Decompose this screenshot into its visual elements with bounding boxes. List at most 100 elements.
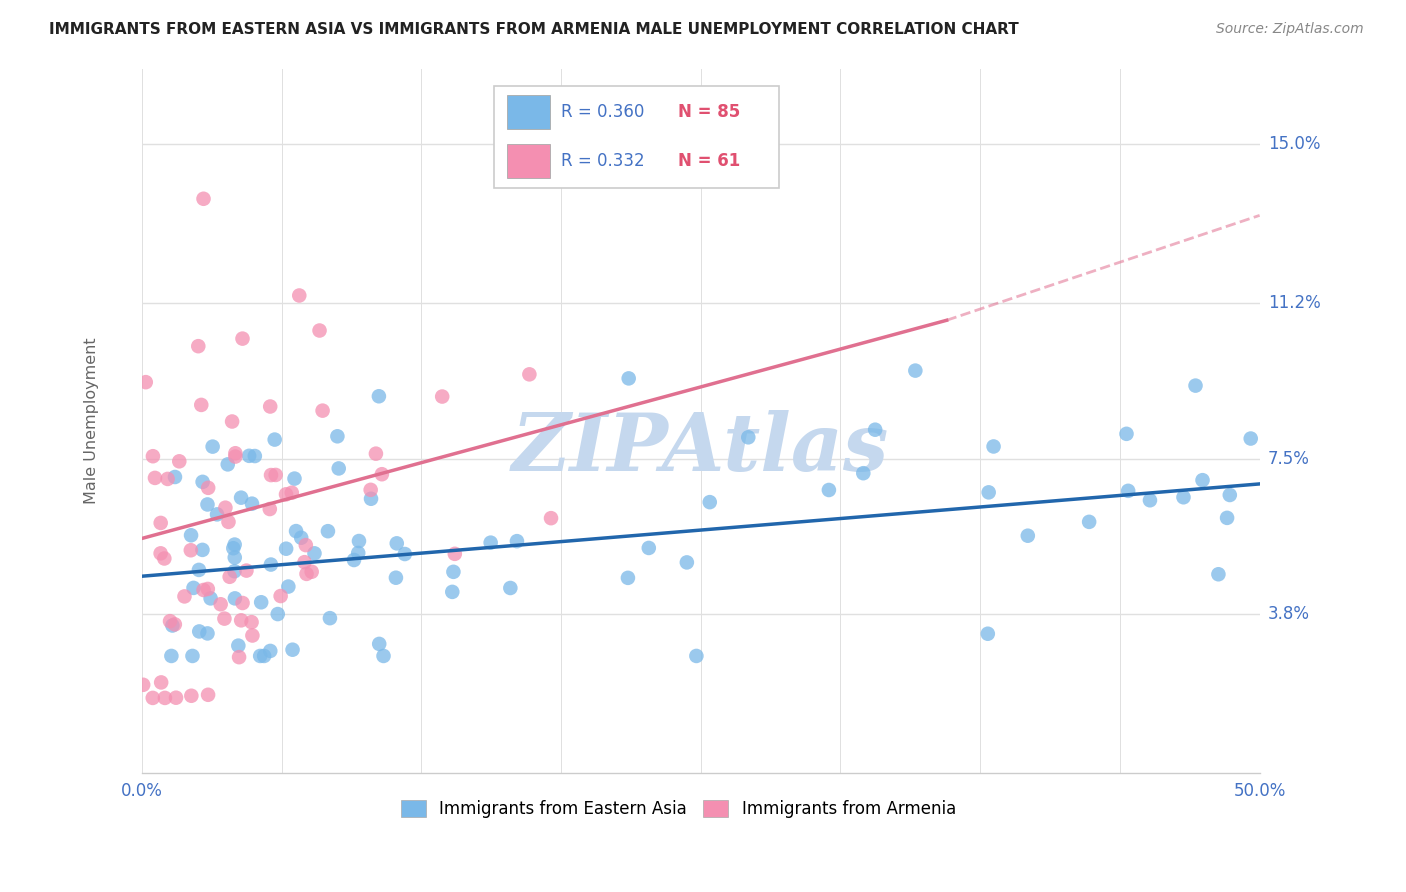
Point	[232, 596, 254, 610]
Point	[240, 497, 263, 511]
Point	[441, 585, 464, 599]
Point	[156, 472, 179, 486]
Point	[617, 571, 640, 585]
Point	[540, 511, 562, 525]
Point	[506, 534, 529, 549]
Point	[295, 566, 318, 581]
Point	[193, 192, 215, 206]
Point	[347, 546, 370, 560]
Point	[1191, 473, 1213, 487]
Point	[218, 515, 240, 529]
Point	[267, 607, 290, 621]
Point	[163, 470, 186, 484]
Text: 15.0%: 15.0%	[1268, 135, 1320, 153]
Point	[304, 546, 326, 560]
Legend: Immigrants from Eastern Asia, Immigrants from Armenia: Immigrants from Eastern Asia, Immigrants…	[394, 794, 963, 825]
Point	[852, 466, 875, 480]
Text: 3.8%: 3.8%	[1268, 605, 1310, 623]
Point	[214, 612, 236, 626]
Point	[228, 650, 250, 665]
Point	[319, 611, 342, 625]
Point	[224, 450, 246, 464]
Point	[283, 472, 305, 486]
Point	[173, 590, 195, 604]
Point	[243, 449, 266, 463]
FancyBboxPatch shape	[508, 145, 550, 178]
Text: IMMIGRANTS FROM EASTERN ASIA VS IMMIGRANTS FROM ARMENIA MALE UNEMPLOYMENT CORREL: IMMIGRANTS FROM EASTERN ASIA VS IMMIGRAN…	[49, 22, 1019, 37]
Point	[301, 565, 323, 579]
Point	[197, 582, 219, 596]
Point	[371, 467, 394, 482]
Point	[259, 400, 281, 414]
Point	[153, 690, 176, 705]
Point	[443, 547, 465, 561]
Point	[160, 648, 183, 663]
Point	[228, 639, 250, 653]
Point	[368, 637, 391, 651]
Point	[224, 564, 246, 578]
Point	[197, 481, 219, 495]
Point	[1078, 515, 1101, 529]
Point	[169, 454, 191, 468]
Point	[214, 500, 236, 515]
Point	[224, 538, 246, 552]
Point	[159, 614, 181, 628]
Point	[294, 555, 316, 569]
Point	[499, 581, 522, 595]
Point	[364, 447, 387, 461]
Point	[250, 595, 273, 609]
Point	[1115, 426, 1137, 441]
Point	[260, 468, 283, 483]
Point	[519, 368, 541, 382]
Point	[441, 565, 464, 579]
Point	[180, 543, 202, 558]
Point	[699, 495, 721, 509]
Point	[1216, 511, 1239, 525]
Point	[132, 678, 155, 692]
Point	[264, 467, 287, 482]
Point	[685, 648, 707, 663]
Point	[818, 483, 841, 497]
Point	[197, 626, 219, 640]
Point	[218, 570, 240, 584]
Point	[224, 550, 246, 565]
Point	[249, 648, 271, 663]
Text: 7.5%: 7.5%	[1268, 450, 1310, 467]
Point	[231, 332, 253, 346]
Point	[1173, 490, 1195, 504]
Text: Male Unemployment: Male Unemployment	[84, 338, 98, 504]
Point	[180, 528, 202, 542]
Point	[191, 542, 214, 557]
Point	[1184, 378, 1206, 392]
Point	[231, 613, 253, 627]
Point	[1017, 529, 1039, 543]
Point	[238, 449, 260, 463]
Point	[1219, 488, 1241, 502]
Text: Source: ZipAtlas.com: Source: ZipAtlas.com	[1216, 22, 1364, 37]
Point	[983, 440, 1005, 454]
Point	[188, 624, 211, 639]
Point	[385, 536, 408, 550]
Point	[637, 541, 659, 555]
Point	[242, 628, 264, 642]
Point	[676, 555, 699, 569]
Point	[253, 648, 276, 663]
Point	[149, 546, 172, 560]
Point	[135, 375, 157, 389]
Point	[316, 524, 339, 538]
Point	[224, 446, 246, 460]
Text: ZIPAtlas: ZIPAtlas	[512, 410, 890, 488]
Point	[347, 534, 370, 549]
Point	[1139, 493, 1161, 508]
Point	[197, 498, 219, 512]
Point	[165, 690, 187, 705]
Text: N = 61: N = 61	[678, 153, 741, 170]
FancyBboxPatch shape	[508, 95, 550, 129]
Point	[163, 617, 186, 632]
Point	[328, 461, 350, 475]
Point	[259, 502, 281, 516]
Point	[270, 589, 292, 603]
Point	[217, 458, 239, 472]
Point	[201, 440, 224, 454]
Point	[1208, 567, 1230, 582]
